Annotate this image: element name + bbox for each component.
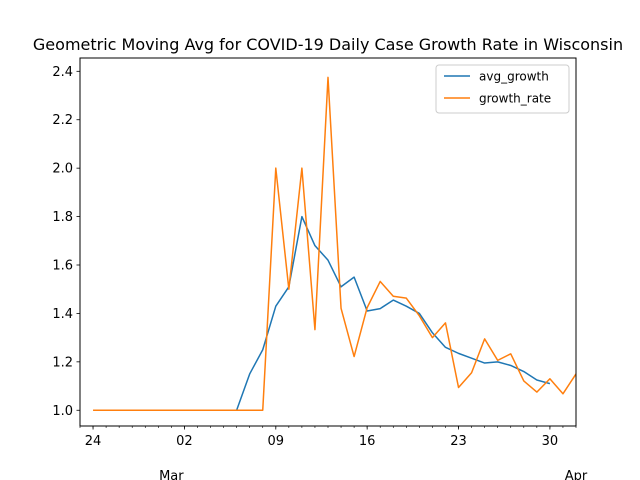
legend: avg_growth growth_rate — [435, 64, 570, 114]
series-line-growth_rate — [93, 76, 576, 412]
x-tick-label: 02 — [176, 434, 193, 449]
series-layer — [93, 76, 576, 412]
y-tick-label: 1.8 — [52, 210, 73, 225]
legend-label-avg_growth: avg_growth — [479, 70, 549, 84]
y-tick-label: 1.4 — [52, 307, 73, 322]
y-tick-label: 1.0 — [52, 404, 73, 419]
x-month-label: Mar — [159, 469, 184, 480]
axes-layer: 1.0 1.2 1.4 1.6 1.8 2.0 2.2 2.4 24 02 09 16 23 30 Mar A… — [52, 57, 588, 480]
legend-box — [435, 64, 570, 114]
y-tick-label: 2.0 — [52, 162, 73, 177]
y-tick-label: 2.4 — [52, 65, 73, 80]
x-tick-label: 24 — [85, 434, 102, 449]
x-month-label: Apr — [565, 469, 588, 480]
y-tick-label: 1.6 — [52, 259, 73, 274]
x-tick-label: 30 — [542, 434, 559, 449]
plot-area — [80, 58, 576, 426]
chart-title: Geometric Moving Avg for COVID-19 Daily … — [33, 35, 623, 54]
legend-label-growth_rate: growth_rate — [479, 92, 551, 106]
y-tick-label: 2.2 — [52, 113, 73, 128]
x-tick-label: 23 — [450, 434, 467, 449]
x-tick-label: 16 — [359, 434, 376, 449]
x-tick-label: 09 — [268, 434, 285, 449]
y-tick-label: 1.2 — [52, 355, 73, 370]
